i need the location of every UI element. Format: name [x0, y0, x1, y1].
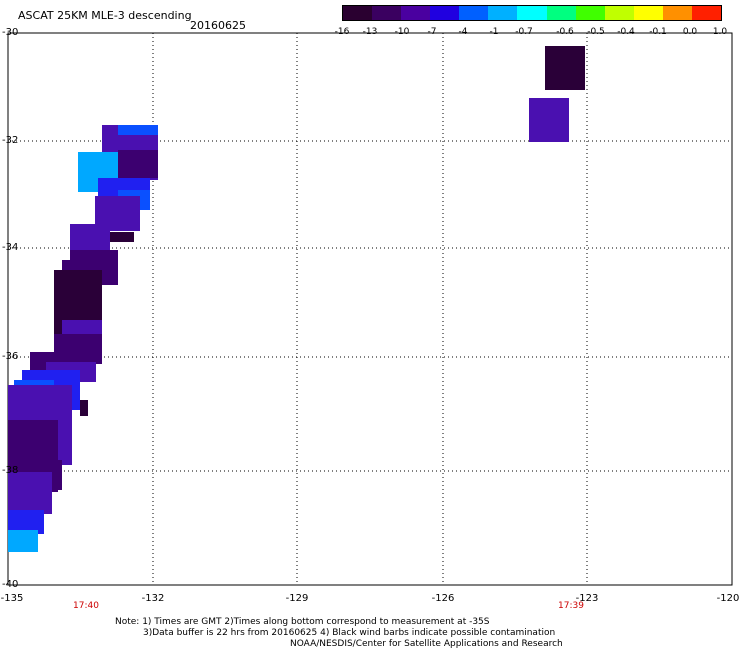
color-scale-label: -0.4 [617, 27, 635, 37]
longitude-label: -123 [575, 593, 599, 604]
latitude-label: -34 [2, 242, 19, 253]
color-scale-label: 1.0 [712, 27, 728, 37]
color-scale-label: -0.5 [587, 27, 605, 37]
note-line-3: NOAA/NESDIS/Center for Satellite Applica… [290, 639, 563, 649]
latitude-label: -32 [2, 135, 19, 146]
swath-cell [529, 98, 569, 142]
swath-cell [110, 232, 134, 242]
color-scale-segment [604, 6, 634, 20]
color-scale-segment [430, 6, 460, 20]
color-scale-segment [401, 6, 431, 20]
latitude-label: -30 [2, 27, 19, 38]
color-scale-label: -13 [362, 27, 378, 37]
color-scale-label: -4 [458, 27, 468, 37]
chart-date: 20160625 [190, 19, 246, 32]
color-scale-label: -10 [394, 27, 410, 37]
color-scale-segment [488, 6, 518, 20]
color-scale-segment [662, 6, 692, 20]
color-scale-segment [691, 6, 722, 20]
color-scale-label: -0.7 [515, 27, 533, 37]
swath-cell [545, 46, 585, 90]
swath-cell [80, 400, 88, 416]
latitude-label: -40 [2, 579, 19, 590]
chart-title: ASCAT 25KM MLE-3 descending [18, 9, 192, 22]
color-scale-label: -0.1 [649, 27, 667, 37]
note-line-1: Note: 1) Times are GMT 2)Times along bot… [115, 617, 490, 627]
swath-cell [118, 150, 158, 178]
latitude-label: -38 [2, 465, 19, 476]
swath-cell [8, 530, 38, 552]
color-scale-bar [342, 5, 722, 21]
color-scale-label: -7 [427, 27, 437, 37]
color-scale-label: -16 [334, 27, 350, 37]
color-scale-label: 0.0 [682, 27, 698, 37]
swath-cell [8, 472, 52, 514]
map-frame [7, 32, 733, 586]
note-line-2: 3)Data buffer is 22 hrs from 20160625 4)… [143, 628, 556, 638]
color-scale-segment [459, 6, 489, 20]
color-scale-segment [633, 6, 663, 20]
time-label-right: 17:39 [558, 601, 584, 611]
color-scale-segment [372, 6, 402, 20]
longitude-label: -132 [141, 593, 165, 604]
color-scale-label: -1 [489, 27, 499, 37]
color-scale-label: -0.6 [556, 27, 574, 37]
longitude-label: -129 [285, 593, 309, 604]
latitude-label: -36 [2, 351, 19, 362]
longitude-label: -135 [0, 593, 24, 604]
grid-lines [8, 33, 732, 585]
color-scale-segment [546, 6, 576, 20]
swath-cells [8, 46, 585, 552]
color-scale-segment [575, 6, 605, 20]
longitude-label: -126 [431, 593, 455, 604]
swath-cell [118, 125, 158, 135]
longitude-label: -120 [716, 593, 740, 604]
time-label-left: 17:40 [73, 601, 99, 611]
color-scale-segment [343, 6, 373, 20]
color-scale-segment [517, 6, 547, 20]
